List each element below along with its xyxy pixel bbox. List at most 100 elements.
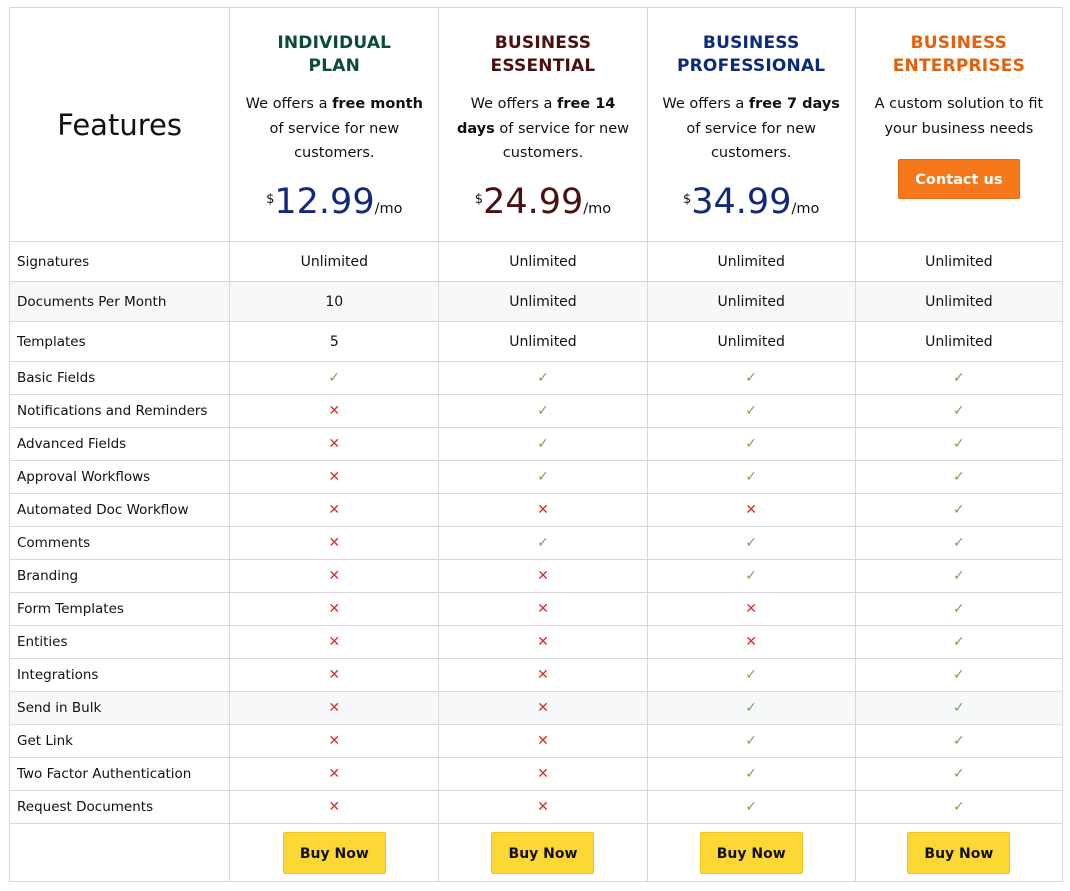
feature-row: Send in Bulk ✕ ✕ ✓ ✓ bbox=[8, 691, 1064, 725]
feature-availability: ✕ bbox=[438, 724, 648, 758]
feature-availability: ✓ bbox=[438, 460, 648, 494]
cross-icon: ✕ bbox=[745, 601, 758, 617]
feature-availability: ✓ bbox=[438, 361, 648, 395]
feature-row: Advanced Fields ✕ ✓ ✓ ✓ bbox=[8, 427, 1064, 461]
plan-price: $24.99/mo bbox=[439, 184, 646, 227]
checkmark-icon: ✓ bbox=[745, 436, 758, 452]
checkmark-icon: ✓ bbox=[953, 370, 965, 386]
feature-availability: ✕ bbox=[646, 592, 856, 626]
feature-availability: ✕ bbox=[438, 559, 648, 593]
buy-cell: Buy Now bbox=[438, 823, 648, 882]
description-text: A custom solution to fit your business n… bbox=[874, 96, 1044, 137]
feature-availability: ✓ bbox=[854, 724, 1064, 758]
cross-icon: ✕ bbox=[328, 700, 341, 716]
cross-icon: ✕ bbox=[537, 634, 549, 650]
feature-value: Unlimited bbox=[438, 241, 648, 282]
price-amount: 34.99 bbox=[691, 181, 792, 222]
feature-label: Integrations bbox=[8, 658, 231, 692]
checkmark-icon: ✓ bbox=[953, 799, 965, 815]
feature-label: Documents Per Month bbox=[8, 281, 231, 322]
feature-row: Get Link ✕ ✕ ✓ ✓ bbox=[8, 724, 1064, 758]
feature-label: Request Documents bbox=[8, 790, 231, 824]
feature-label: Advanced Fields bbox=[8, 427, 231, 461]
currency-symbol: $ bbox=[266, 191, 275, 207]
feature-row: Comments ✕ ✓ ✓ ✓ bbox=[8, 526, 1064, 560]
feature-row: Branding ✕ ✕ ✓ ✓ bbox=[8, 559, 1064, 593]
feature-label: Send in Bulk bbox=[8, 691, 231, 725]
feature-label: Entities bbox=[8, 625, 231, 659]
feature-availability: ✓ bbox=[854, 361, 1064, 395]
feature-availability: ✓ bbox=[438, 526, 648, 560]
checkmark-icon: ✓ bbox=[745, 667, 758, 683]
plan-title: BUSINESS ESSENTIAL bbox=[439, 32, 646, 78]
buy-cell: Buy Now bbox=[229, 823, 440, 882]
feature-availability: ✓ bbox=[646, 427, 856, 461]
checkmark-icon: ✓ bbox=[745, 568, 758, 584]
feature-row: Integrations ✕ ✕ ✓ ✓ bbox=[8, 658, 1064, 692]
checkmark-icon: ✓ bbox=[953, 601, 965, 617]
feature-availability: ✕ bbox=[229, 559, 440, 593]
plan-title-line: BUSINESS bbox=[910, 33, 1008, 53]
cross-icon: ✕ bbox=[745, 502, 758, 518]
buy-now-button[interactable]: Buy Now bbox=[907, 831, 1011, 874]
cross-icon: ✕ bbox=[328, 733, 341, 749]
checkmark-icon: ✓ bbox=[745, 403, 758, 419]
feature-availability: ✕ bbox=[229, 427, 440, 461]
feature-availability: ✕ bbox=[646, 493, 856, 527]
contact-us-button[interactable]: Contact us bbox=[897, 159, 1020, 199]
cross-icon: ✕ bbox=[328, 535, 341, 551]
feature-availability: ✓ bbox=[854, 460, 1064, 494]
plan-description: We offers a free 14 days of service for … bbox=[449, 92, 636, 166]
feature-availability: ✕ bbox=[229, 493, 440, 527]
plan-title-line: ENTERPRISES bbox=[892, 56, 1026, 76]
feature-availability: ✕ bbox=[229, 757, 440, 791]
buy-now-button[interactable]: Buy Now bbox=[491, 831, 595, 874]
feature-row: Basic Fields ✓ ✓ ✓ ✓ bbox=[8, 361, 1064, 395]
feature-value: Unlimited bbox=[646, 321, 856, 362]
feature-availability: ✕ bbox=[229, 526, 440, 560]
checkmark-icon: ✓ bbox=[537, 469, 549, 485]
checkmark-icon: ✓ bbox=[537, 370, 549, 386]
feature-availability: ✓ bbox=[854, 526, 1064, 560]
feature-availability: ✕ bbox=[438, 592, 648, 626]
feature-row: Request Documents ✕ ✕ ✓ ✓ bbox=[8, 790, 1064, 824]
feature-value: Unlimited bbox=[646, 281, 856, 322]
checkmark-icon: ✓ bbox=[953, 766, 965, 782]
feature-availability: ✓ bbox=[646, 559, 856, 593]
checkmark-icon: ✓ bbox=[537, 535, 549, 551]
plan-title-line: PROFESSIONAL bbox=[676, 56, 826, 76]
checkmark-icon: ✓ bbox=[953, 535, 965, 551]
description-highlight: free 7 days bbox=[748, 96, 840, 112]
checkmark-icon: ✓ bbox=[953, 700, 965, 716]
feature-value: 5 bbox=[229, 321, 440, 362]
buy-now-button[interactable]: Buy Now bbox=[699, 831, 803, 874]
cross-icon: ✕ bbox=[328, 403, 341, 419]
feature-row: Templates 5 Unlimited Unlimited Unlimited bbox=[8, 321, 1064, 362]
feature-row: Notifications and Reminders ✕ ✓ ✓ ✓ bbox=[8, 394, 1064, 428]
feature-row: Documents Per Month 10 Unlimited Unlimited U… bbox=[8, 281, 1064, 322]
description-highlight: free 14 days bbox=[456, 96, 616, 137]
checkmark-icon: ✓ bbox=[745, 370, 758, 386]
feature-availability: ✓ bbox=[646, 724, 856, 758]
description-text: We offers a bbox=[470, 96, 558, 112]
buy-cell: Buy Now bbox=[854, 823, 1064, 882]
plan-title-line: ESSENTIAL bbox=[490, 56, 596, 76]
feature-availability: ✓ bbox=[229, 361, 440, 395]
checkmark-icon: ✓ bbox=[953, 502, 965, 518]
checkmark-icon: ✓ bbox=[953, 733, 965, 749]
feature-availability: ✓ bbox=[646, 394, 856, 428]
checkmark-icon: ✓ bbox=[953, 667, 965, 683]
feature-row: Two Factor Authentication ✕ ✕ ✓ ✓ bbox=[8, 757, 1064, 791]
buy-now-button[interactable]: Buy Now bbox=[282, 831, 386, 874]
feature-label: Comments bbox=[8, 526, 231, 560]
feature-value: Unlimited bbox=[854, 321, 1064, 362]
cross-icon: ✕ bbox=[328, 469, 341, 485]
feature-row: Automated Doc Workflow ✕ ✕ ✕ ✓ bbox=[8, 493, 1064, 527]
cross-icon: ✕ bbox=[537, 733, 549, 749]
cross-icon: ✕ bbox=[328, 502, 341, 518]
plan-price: $12.99/mo bbox=[230, 184, 438, 227]
plan-title-line: BUSINESS bbox=[494, 33, 592, 53]
feature-availability: ✓ bbox=[854, 493, 1064, 527]
checkmark-icon: ✓ bbox=[745, 469, 758, 485]
cross-icon: ✕ bbox=[537, 766, 549, 782]
